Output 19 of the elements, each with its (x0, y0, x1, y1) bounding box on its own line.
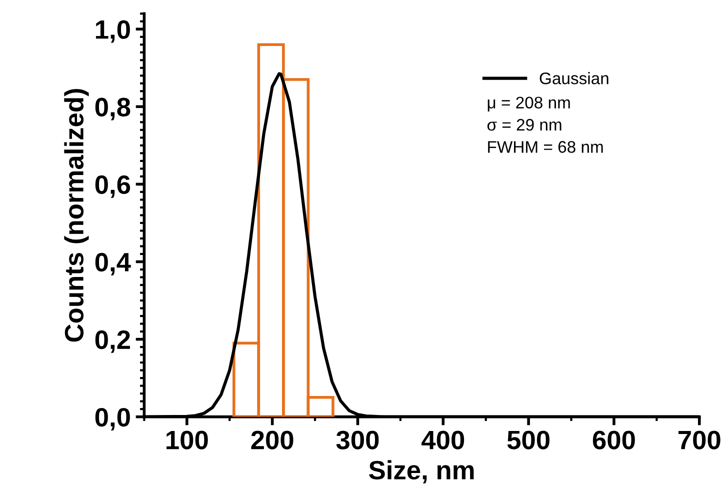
y-tick-label: 0,8 (95, 98, 130, 120)
x-tick-label: 100 (166, 430, 208, 450)
x-tick-label: 700 (678, 430, 720, 450)
x-tick-label: 400 (422, 430, 464, 450)
annotation: μ = 208 nm (488, 96, 570, 112)
x-tick-label: 600 (592, 430, 635, 450)
y-tick-label: 0,2 (95, 330, 130, 353)
x-tick-label: 200 (251, 430, 294, 450)
y-tick-label: 0,0 (95, 408, 130, 430)
legend-label: Gaussian (540, 72, 608, 84)
y-tick-label: 0,6 (95, 175, 130, 198)
y-axis-title: Counts (normalized) (64, 88, 89, 342)
y-tick-label: 0,4 (95, 252, 131, 276)
annotation: FWHM = 68 nm (488, 141, 603, 153)
x-tick-label: 300 (336, 430, 379, 450)
x-tick-label: 500 (507, 430, 550, 450)
y-tick-label: 1,0 (96, 20, 130, 43)
x-axis-title: Size, nm (369, 460, 474, 484)
annotation: σ = 29 nm (487, 118, 562, 131)
